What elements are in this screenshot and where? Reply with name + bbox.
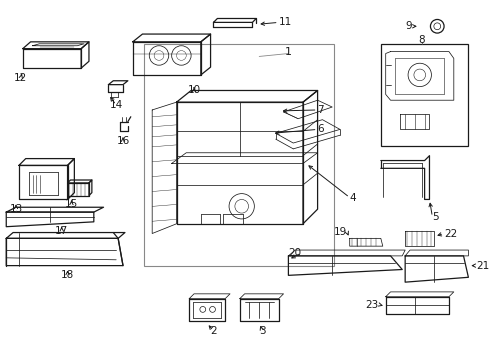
Text: 20: 20: [288, 248, 301, 258]
Text: 3: 3: [259, 326, 266, 336]
Text: 15: 15: [65, 199, 78, 209]
Text: 1: 1: [285, 46, 292, 57]
Text: 14: 14: [110, 100, 123, 110]
Bar: [145, 44, 334, 266]
Text: 11: 11: [279, 17, 292, 27]
Text: 5: 5: [432, 212, 439, 222]
Text: 17: 17: [55, 226, 68, 235]
Text: 13: 13: [9, 204, 23, 214]
Text: 8: 8: [418, 35, 425, 45]
Text: 6: 6: [318, 125, 324, 134]
Text: 19: 19: [334, 226, 347, 237]
Text: 2: 2: [210, 326, 217, 336]
Text: 21: 21: [476, 261, 490, 271]
Text: 12: 12: [14, 73, 27, 83]
Text: 16: 16: [117, 136, 130, 146]
Text: 23: 23: [366, 300, 379, 310]
Text: 4: 4: [350, 193, 356, 203]
Text: 18: 18: [61, 270, 74, 280]
Text: 7: 7: [318, 105, 324, 115]
Text: 22: 22: [444, 229, 457, 239]
Text: 9: 9: [405, 21, 412, 31]
Bar: [381, 44, 468, 146]
Text: 10: 10: [188, 85, 200, 95]
